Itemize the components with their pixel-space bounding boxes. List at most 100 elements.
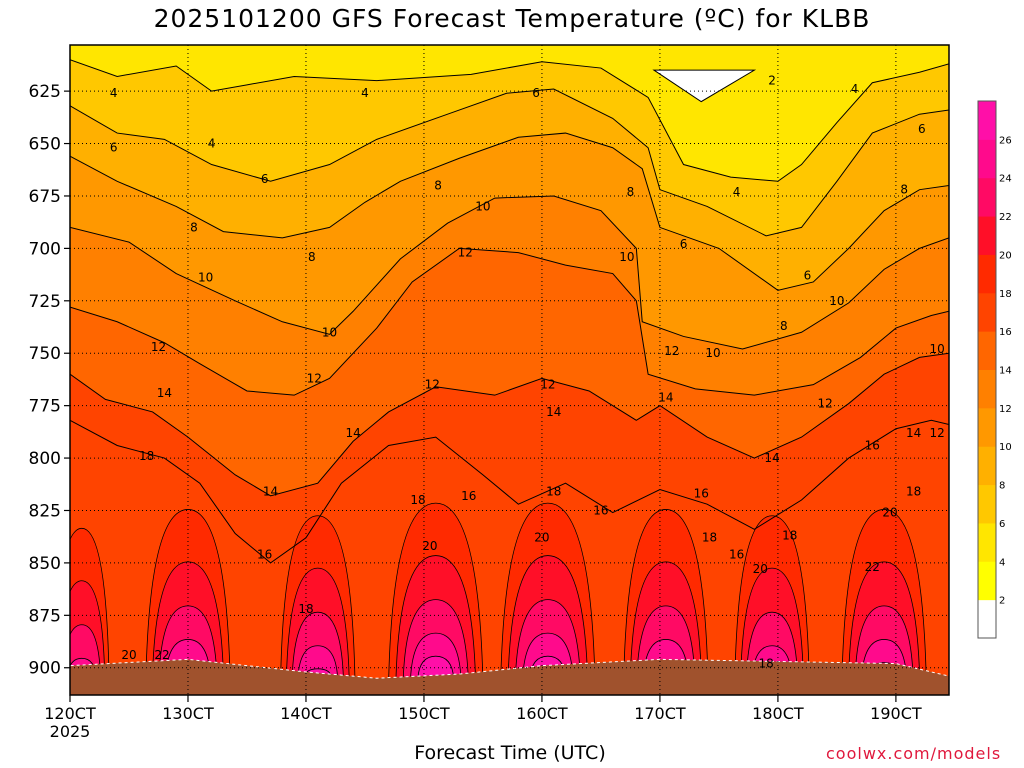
colorbar-label: 14 bbox=[999, 366, 1012, 377]
credit-link[interactable]: coolwx.com/models bbox=[826, 744, 1002, 763]
y-tick-label: 875 bbox=[29, 606, 61, 626]
x-tick-label: 140CT bbox=[280, 704, 332, 723]
contour-label: 12 bbox=[817, 397, 832, 411]
contour-label: 20 bbox=[753, 562, 768, 576]
x-year-label: 2025 bbox=[50, 722, 91, 741]
contour-line-6 bbox=[70, 88, 949, 237]
contour-label: 16 bbox=[593, 503, 608, 517]
x-axis-title: Forecast Time (UTC) bbox=[414, 742, 606, 764]
contour-line-14 bbox=[70, 352, 949, 497]
y-tick-label: 625 bbox=[29, 82, 61, 102]
contour-label: 18 bbox=[702, 531, 717, 545]
contour-line-2 bbox=[652, 69, 757, 103]
contour-label: 22 bbox=[865, 560, 880, 574]
contour-label: 8 bbox=[308, 250, 316, 264]
colorbar-label: 26 bbox=[999, 135, 1012, 146]
contour-label: 22 bbox=[154, 648, 169, 662]
colorbar-swatch bbox=[978, 177, 996, 217]
terrain-strip bbox=[70, 658, 949, 695]
contour-label: 20 bbox=[422, 539, 437, 553]
contour-label: 8 bbox=[190, 220, 198, 234]
y-tick-label: 725 bbox=[29, 292, 61, 312]
contour-label: 10 bbox=[198, 271, 213, 285]
contour-label: 6 bbox=[918, 122, 926, 136]
y-tick-label: 700 bbox=[29, 239, 61, 259]
colorbar-label: 18 bbox=[999, 289, 1012, 300]
contour-line-4 bbox=[70, 59, 949, 182]
contour-label: 18 bbox=[546, 485, 561, 499]
colorbar-label: 2 bbox=[999, 596, 1005, 607]
contour-label: 4 bbox=[110, 86, 118, 100]
contour-label: 12 bbox=[151, 340, 166, 354]
contour-label: 4 bbox=[733, 185, 741, 199]
contour-label: 2 bbox=[768, 74, 776, 88]
contour-label: 18 bbox=[906, 485, 921, 499]
colorbar-swatch bbox=[978, 369, 996, 409]
colorbar-label: 24 bbox=[999, 174, 1012, 185]
contour-label: 14 bbox=[546, 405, 561, 419]
contour-label: 16 bbox=[694, 487, 709, 501]
contour-label: 8 bbox=[434, 178, 442, 192]
contour-label: 10 bbox=[829, 294, 844, 308]
colorbar-swatch bbox=[978, 101, 996, 140]
contour-label: 18 bbox=[298, 602, 313, 616]
contour-label: 16 bbox=[257, 548, 272, 562]
colorbar-swatch bbox=[978, 446, 996, 486]
colorbar-label: 20 bbox=[999, 250, 1012, 261]
colorbar-swatch bbox=[978, 254, 996, 294]
contour-label: 18 bbox=[410, 493, 425, 507]
colorbar-label: 6 bbox=[999, 519, 1005, 530]
y-tick-label: 850 bbox=[29, 554, 61, 574]
band-2 bbox=[654, 70, 755, 102]
y-tick-label: 750 bbox=[29, 344, 61, 364]
y-tick-label: 650 bbox=[29, 135, 61, 155]
contour-line-16 bbox=[70, 419, 949, 564]
y-tick-label: 900 bbox=[29, 659, 61, 679]
colorbar-label: 22 bbox=[999, 212, 1012, 223]
plot-frame bbox=[69, 44, 950, 696]
contour-label: 14 bbox=[263, 485, 278, 499]
contour-label: 10 bbox=[475, 199, 490, 213]
colorbar-label: 8 bbox=[999, 481, 1005, 492]
colorbar-swatch bbox=[978, 484, 996, 524]
contour-label: 16 bbox=[461, 489, 476, 503]
y-tick-label: 775 bbox=[29, 397, 61, 417]
contour-label: 6 bbox=[261, 172, 269, 186]
colorbar-swatch bbox=[978, 599, 996, 639]
contour-label: 14 bbox=[157, 386, 172, 400]
x-tick-label: 150CT bbox=[398, 704, 450, 723]
contour-label: 12 bbox=[930, 426, 945, 440]
colorbar-label: 12 bbox=[999, 404, 1012, 415]
contour-label: 12 bbox=[425, 378, 440, 392]
contour-label: 8 bbox=[900, 183, 908, 197]
colorbar-swatch bbox=[978, 407, 996, 447]
contour-label: 20 bbox=[121, 648, 136, 662]
contour-label: 20 bbox=[534, 531, 549, 545]
contour-label: 18 bbox=[782, 529, 797, 543]
colorbar-swatch bbox=[978, 331, 996, 370]
contour-line-8 bbox=[70, 132, 949, 291]
y-tick-label: 800 bbox=[29, 449, 61, 469]
colorbar-label: 4 bbox=[999, 557, 1005, 568]
contour-label: 6 bbox=[532, 86, 540, 100]
colorbar-swatch bbox=[978, 292, 996, 332]
contour-line-10 bbox=[70, 195, 949, 350]
contour-label: 12 bbox=[664, 344, 679, 358]
warm-core-2-24 bbox=[297, 645, 339, 679]
contour-label: 6 bbox=[680, 237, 688, 251]
x-tick-label: 180CT bbox=[752, 704, 804, 723]
contour-label: 10 bbox=[619, 250, 634, 264]
colorbar-label: 10 bbox=[999, 442, 1012, 453]
contour-label: 10 bbox=[930, 342, 945, 356]
contour-label: 12 bbox=[307, 371, 322, 385]
x-tick-label: 170CT bbox=[634, 704, 686, 723]
warm-core-3-26 bbox=[417, 655, 455, 679]
colorbar-swatch bbox=[978, 522, 996, 562]
contour-label: 10 bbox=[705, 346, 720, 360]
contour-label: 4 bbox=[361, 86, 369, 100]
contour-label: 14 bbox=[346, 426, 361, 440]
contour-label: 14 bbox=[658, 390, 673, 404]
contour-label: 10 bbox=[322, 325, 337, 339]
contour-label: 4 bbox=[208, 137, 216, 151]
